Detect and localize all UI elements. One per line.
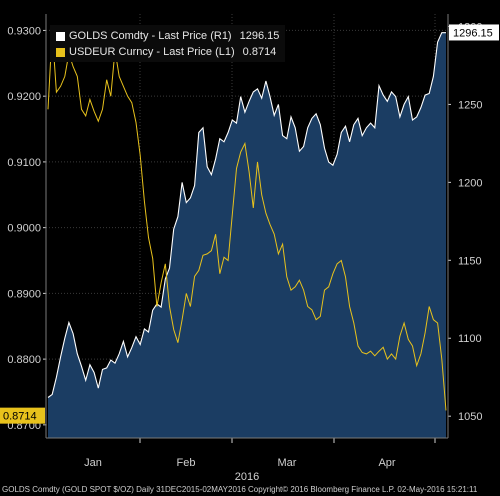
right-tick-label: 1250 [458,99,482,111]
x-tick-label: Apr [378,457,395,469]
usdeur-last-tag-label: 0.8714 [3,411,37,423]
right-tick-label: 1050 [458,411,482,423]
right-tick-label: 1100 [458,333,482,345]
legend-swatch-gold [56,31,65,41]
gold-area [48,32,446,438]
right-tick-label: 1150 [458,255,482,267]
legend-label-usdeur: USDEUR Curncy - Last Price (L1) [69,46,235,58]
left-tick-label: 0.9100 [7,157,41,169]
legend-value-gold: 1296.15 [239,30,280,42]
gold-area-layer [48,32,446,438]
legend-swatch-usdeur [56,47,65,57]
left-tick-label: 0.9200 [7,91,41,103]
usdeur-last-tag [0,407,45,424]
gold-last-tag [449,24,499,41]
left-tick-label: 0.8800 [7,354,41,366]
footer-caption: GOLDS Comdty (GOLD SPOT $/OZ) Daily 31DE… [0,484,500,496]
x-year-label: 2016 [235,471,259,483]
left-tick-label: 0.9300 [7,25,41,37]
x-tick-label: Mar [278,457,297,469]
legend-label-gold: GOLDS Comdty - Last Price (R1) [69,30,232,42]
x-tick-label: Feb [177,457,196,469]
gold-series-line [47,32,446,398]
left-tick-label: 0.8900 [7,288,41,300]
right-tick-label: 1200 [458,177,482,189]
left-tick-label: 0.9000 [7,223,41,235]
legend-item-usdeur: USDEUR Curncy - Last Price (L1) 0.8714 [56,44,279,60]
gold-last-tag-label: 1296.15 [453,27,493,39]
footer-text: GOLDS Comdty (GOLD SPOT $/OZ) Daily 31DE… [2,485,478,494]
legend: GOLDS Comdty - Last Price (R1) 1296.15 U… [50,25,286,62]
last-value-tags: 1296.15 0.8714 [0,24,499,424]
x-tick-label: Jan [84,457,102,469]
legend-value-usdeur: 0.8714 [242,46,277,58]
legend-item-gold: GOLDS Comdty - Last Price (R1) 1296.15 [56,28,279,44]
